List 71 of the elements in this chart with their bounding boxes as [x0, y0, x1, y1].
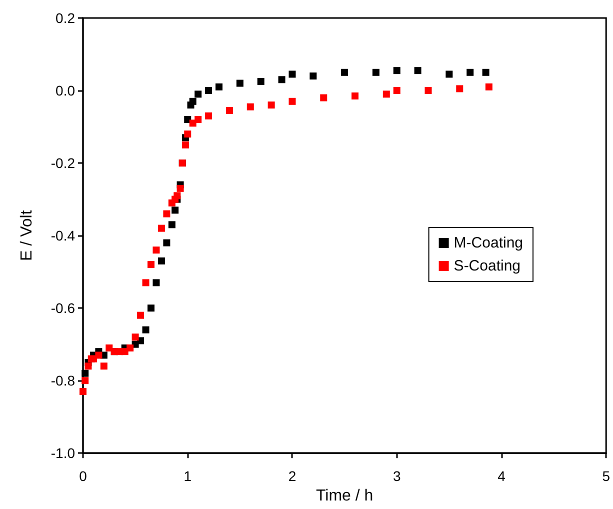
- point: [176, 184, 184, 192]
- point: [184, 130, 192, 138]
- point: [172, 206, 179, 214]
- x-axis-title: Time / h: [316, 488, 374, 504]
- point: [152, 246, 160, 254]
- point: [288, 70, 296, 78]
- point: [257, 78, 264, 85]
- y-tick-label: 0.0: [56, 82, 76, 99]
- point: [466, 68, 474, 76]
- point: [278, 76, 286, 84]
- point: [163, 239, 170, 246]
- legend-label: M-Coating: [454, 234, 524, 252]
- point: [148, 304, 155, 312]
- point: [372, 68, 380, 76]
- point: [320, 94, 328, 102]
- point: [84, 362, 92, 370]
- point: [126, 344, 134, 352]
- point: [148, 261, 155, 268]
- point: [246, 103, 254, 110]
- point: [414, 67, 422, 74]
- point: [482, 68, 490, 76]
- point: [158, 224, 165, 232]
- x-tick-label: 2: [288, 468, 296, 484]
- point: [226, 106, 233, 114]
- point: [456, 85, 464, 92]
- point: [142, 279, 150, 286]
- point: [152, 279, 160, 286]
- point: [82, 370, 89, 377]
- x-tick-label: 1: [184, 468, 192, 484]
- point: [393, 87, 400, 94]
- point: [137, 312, 144, 319]
- y-tick-label: -1.0: [50, 445, 76, 462]
- y-axis-title: E / Volt: [18, 210, 36, 261]
- point: [205, 112, 212, 120]
- point: [310, 72, 317, 80]
- point: [189, 98, 196, 105]
- point: [341, 68, 348, 76]
- point: [142, 326, 150, 334]
- y-tick-label: -0.6: [50, 300, 76, 316]
- point: [174, 192, 181, 200]
- point: [168, 221, 176, 228]
- point: [158, 257, 165, 264]
- point: [352, 92, 359, 100]
- point: [424, 87, 432, 94]
- point: [268, 102, 275, 109]
- x-tick-label: 0: [79, 468, 88, 484]
- point: [82, 377, 89, 384]
- x-tick-label: 4: [498, 468, 506, 484]
- point: [393, 67, 400, 74]
- x-tick-label: 5: [602, 468, 610, 484]
- point: [80, 388, 86, 395]
- point: [485, 83, 492, 90]
- point: [446, 70, 453, 78]
- y-tick-label: -0.8: [50, 372, 76, 389]
- point: [236, 80, 244, 87]
- point: [132, 334, 139, 341]
- legend-label: S-Coating: [454, 258, 521, 274]
- y-tick-label: -0.4: [50, 228, 76, 244]
- point: [182, 141, 190, 148]
- point: [163, 210, 170, 218]
- point: [100, 362, 108, 370]
- point: [205, 87, 212, 94]
- point: [382, 90, 390, 98]
- point: [216, 83, 223, 90]
- y-tick-label: -0.2: [50, 155, 76, 172]
- point: [288, 98, 296, 105]
- point: [194, 90, 202, 98]
- point: [95, 352, 102, 359]
- point: [194, 116, 202, 124]
- y-tick-label: 0.2: [56, 10, 76, 26]
- x-tick-label: 3: [392, 468, 401, 484]
